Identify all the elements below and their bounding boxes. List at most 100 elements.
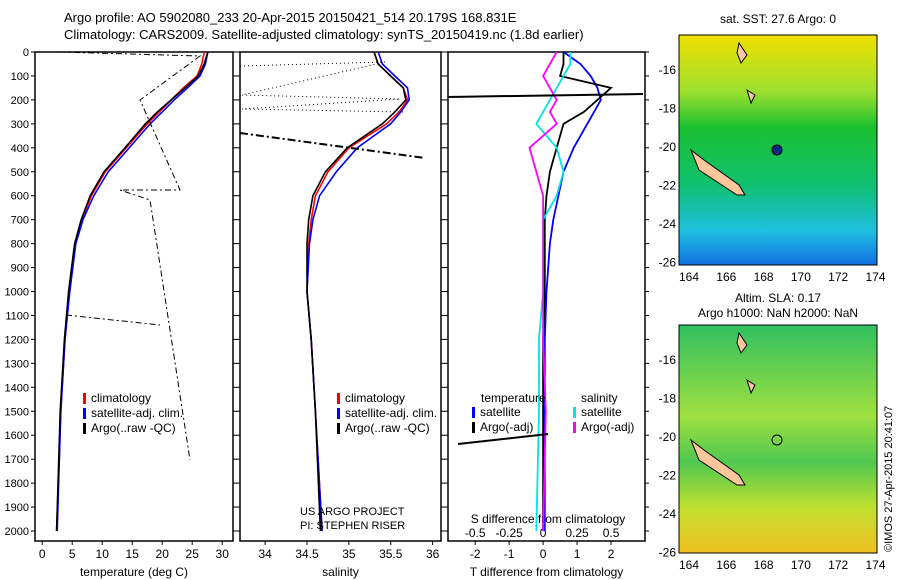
- x-tick-label: 5: [69, 547, 76, 561]
- panel-1-frame: [239, 51, 442, 542]
- y-tick-label: 0: [23, 47, 29, 59]
- temp-legend-swatch: [83, 393, 86, 404]
- sst-argo-position-marker: [771, 144, 783, 156]
- x-tick-label: 34: [258, 547, 272, 561]
- diff-sal-legend-label: Argo(-adj): [581, 420, 634, 434]
- sal-legend-label: Argo(..raw -QC): [345, 421, 430, 435]
- x-tick-label: 36: [426, 547, 440, 561]
- project-line-1: US ARGO PROJECT: [300, 506, 405, 518]
- map-x-tick-label: 172: [828, 558, 848, 572]
- x2-axis-label: S difference from climatology: [471, 512, 626, 526]
- temp-legend-swatch: [83, 423, 86, 434]
- temp-line-climatology: [55, 51, 205, 532]
- sal-line-1: [306, 51, 411, 532]
- map-x-tick-label: 168: [754, 558, 774, 572]
- map-y-tick-label: -24: [659, 217, 677, 231]
- y-tick-label: 200: [11, 95, 29, 107]
- y-tick-label: 100: [11, 71, 29, 83]
- y-tick-label: 600: [11, 191, 29, 203]
- x-tick-label: -2: [470, 547, 481, 561]
- y-tick-label: 1300: [5, 358, 29, 370]
- map-y-tick-label: -26: [659, 546, 677, 560]
- argo-raw-qc-flagged: [239, 132, 426, 159]
- sla-frame: [678, 324, 878, 554]
- map-y-tick-label: -18: [659, 392, 677, 406]
- map-y-tick-label: -16: [659, 63, 677, 77]
- map-y-tick-label: -18: [659, 102, 677, 116]
- y-tick-label: 1500: [5, 406, 29, 418]
- temp-line-argoraw: [55, 51, 209, 532]
- title-line-1: Argo profile: AO 5902080_233 20-Apr-2015…: [64, 10, 517, 25]
- x-tick-label: 25: [186, 547, 200, 561]
- panel-2-frame: [447, 51, 646, 542]
- diff-temp-legend-label: satellite: [480, 405, 521, 419]
- sal-legend-swatch: [337, 423, 340, 434]
- x-tick-label: 20: [156, 547, 170, 561]
- temp-legend-label: climatology: [91, 391, 151, 405]
- argo-diff-spike: [447, 93, 644, 98]
- legend-title-temperature: temperature: [481, 391, 546, 405]
- map-y-tick-label: -22: [659, 179, 677, 193]
- x-tick-label: 2: [608, 547, 615, 561]
- map-x-tick-label: 174: [865, 558, 885, 572]
- argo-diff-spike: [457, 433, 549, 445]
- x-tick-label: -1: [504, 547, 515, 561]
- sla-map-title-1: Altim. SLA: 0.17: [735, 291, 821, 305]
- argo-raw-qc-flagged: [65, 314, 161, 326]
- map-y-tick-label: -20: [659, 140, 677, 154]
- panel-0-frame: [34, 51, 234, 542]
- diff-temp-legend-swatch: [472, 407, 475, 418]
- x-tick-label: 15: [126, 547, 140, 561]
- credit-text: ©IMOS 27-Apr-2015 20:41:07: [883, 405, 895, 552]
- sal-line-2: [306, 51, 407, 532]
- diff-sal-legend-swatch: [573, 422, 576, 433]
- sal-legend-swatch: [337, 408, 340, 419]
- title-line-2: Climatology: CARS2009. Satellite-adjuste…: [64, 27, 584, 42]
- sla-vanuatu-island: [736, 331, 748, 355]
- x2-tick-label: -0.5: [465, 526, 486, 540]
- y-tick-label: 1900: [5, 502, 29, 514]
- x-axis-label: T difference from climatology: [470, 565, 624, 579]
- x2-tick-label: 0: [540, 526, 547, 540]
- diff-line-2: [535, 52, 572, 532]
- x-tick-label: 30: [216, 547, 230, 561]
- y-tick-label: 1100: [5, 310, 29, 322]
- temp-line-satelliteadj: [56, 51, 209, 532]
- y-tick-label: 2000: [5, 526, 29, 538]
- sla-new-caledonia: [689, 438, 746, 486]
- sal-legend-label: satellite-adj. clim.: [345, 406, 437, 420]
- y-tick-label: 1400: [5, 382, 29, 394]
- sst-vanuatu-island: [736, 41, 748, 65]
- diff-line-0: [543, 51, 602, 531]
- sst-island: [746, 88, 756, 105]
- diff-sal-legend-swatch: [573, 407, 576, 418]
- x2-tick-label: -0.25: [495, 526, 523, 540]
- diff-sal-legend-label: satellite: [581, 405, 622, 419]
- map-y-tick-label: -16: [659, 353, 677, 367]
- y-tick-label: 900: [11, 263, 29, 275]
- x-axis-label: salinity: [322, 565, 359, 579]
- y-tick-label: 500: [11, 167, 29, 179]
- argo-raw-qc-flagged: [59, 51, 202, 461]
- map-y-tick-label: -24: [659, 507, 677, 521]
- sal-legend-swatch: [337, 393, 340, 404]
- y-tick-label: 1800: [5, 478, 29, 490]
- temp-legend-swatch: [83, 408, 86, 419]
- argo-raw-qc-flagged: [239, 61, 406, 113]
- map-x-tick-label: 166: [716, 558, 736, 572]
- sla-island: [746, 378, 756, 395]
- map-x-tick-label: 174: [865, 270, 885, 284]
- y-tick-label: 1600: [5, 430, 29, 442]
- map-x-tick-label: 170: [791, 270, 811, 284]
- sst-new-caledonia: [689, 148, 746, 196]
- map-x-tick-label: 164: [679, 558, 699, 572]
- temp-legend-label: satellite-adj. clim.: [91, 406, 183, 420]
- sst-frame: [678, 34, 878, 266]
- map-y-tick-label: -22: [659, 469, 677, 483]
- x-tick-label: 34.5: [295, 547, 319, 561]
- legend-title-salinity: salinity: [581, 391, 618, 405]
- diff-temp-legend-swatch: [472, 422, 475, 433]
- x-tick-label: 1: [574, 547, 581, 561]
- diff-temp-legend-label: Argo(-adj): [480, 420, 533, 434]
